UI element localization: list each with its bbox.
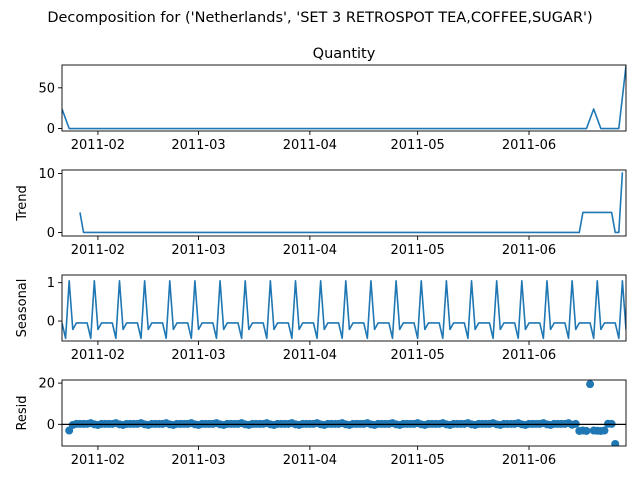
- resid-xtick-label: 2011-03: [171, 453, 225, 468]
- trend-xtick-label: 2011-03: [171, 243, 225, 258]
- trend-series: [79, 172, 624, 234]
- seasonal-xtick-label: 2011-04: [283, 348, 337, 363]
- seasonal-ytick-label: 0: [47, 315, 55, 330]
- observed-line: [62, 65, 626, 130]
- resid-point: [611, 439, 620, 446]
- trend-xtick-label: 2011-05: [390, 243, 444, 258]
- observed-xtick-label: 2011-02: [71, 138, 125, 153]
- observed-ytick-label: 50: [38, 81, 55, 96]
- resid-xtick-label: 2011-02: [71, 453, 125, 468]
- seasonal-xtick-label: 2011-02: [71, 348, 125, 363]
- observed-xtick-label: 2011-05: [390, 138, 444, 153]
- resid-point: [586, 380, 595, 389]
- resid-xtick-label: 2011-05: [390, 453, 444, 468]
- resid-ylabel: Resid: [15, 395, 30, 430]
- observed-panel: Quantity 0 50 2011-02 2011-03 2011-04 2011-05 2…: [38, 46, 627, 153]
- observed-xtick-label: 2011-04: [283, 138, 337, 153]
- resid-point: [600, 426, 609, 435]
- observed-frame: [61, 64, 627, 132]
- resid-xtick-label: 2011-06: [502, 453, 556, 468]
- resid-point: [582, 426, 591, 435]
- seasonal-ytick-label: 1: [47, 276, 55, 291]
- observed-xtick-label: 2011-03: [171, 138, 225, 153]
- observed-series: [62, 65, 626, 130]
- trend-ylabel: Trend: [15, 185, 30, 222]
- trend-line: [79, 172, 624, 234]
- seasonal-frame: [61, 274, 627, 342]
- seasonal-series: [62, 279, 626, 340]
- resid-ytick-label: 20: [38, 377, 55, 392]
- resid-point: [65, 426, 74, 435]
- seasonal-xtick-label: 2011-03: [171, 348, 225, 363]
- trend-panel: Trend 0 10 2011-02 2011-03 2011-04 2011-05 2011…: [15, 167, 627, 258]
- figure-title: Decomposition for ('Netherlands', 'SET 3…: [47, 10, 592, 26]
- trend-xtick-label: 2011-02: [71, 243, 125, 258]
- trend-xtick-label: 2011-06: [502, 243, 556, 258]
- resid-xtick-label: 2011-04: [283, 453, 337, 468]
- resid-ytick-label: 0: [47, 418, 55, 433]
- resid-panel: Resid 0 20 2011-02 2011-03 2011-04 2011-05 2011…: [15, 377, 627, 468]
- trend-ytick-label: 10: [38, 167, 55, 182]
- seasonal-ylabel: Seasonal: [15, 279, 30, 338]
- seasonal-line: [62, 279, 626, 340]
- seasonal-xtick-label: 2011-06: [502, 348, 556, 363]
- observed-title: Quantity: [313, 46, 376, 62]
- seasonal-xtick-label: 2011-05: [390, 348, 444, 363]
- resid-series: [65, 380, 620, 446]
- trend-ytick-label: 0: [47, 226, 55, 241]
- panels-group: Quantity 0 50 2011-02 2011-03 2011-04 2011-05 2…: [15, 46, 627, 468]
- trend-xtick-label: 2011-04: [283, 243, 337, 258]
- seasonal-panel: Seasonal 0 1 2011-02 2011-03 2011-04 2011-05 20…: [15, 274, 627, 363]
- trend-frame: [61, 169, 627, 237]
- observed-xtick-label: 2011-06: [502, 138, 556, 153]
- resid-frame: [61, 379, 627, 447]
- observed-ytick-label: 0: [47, 122, 55, 137]
